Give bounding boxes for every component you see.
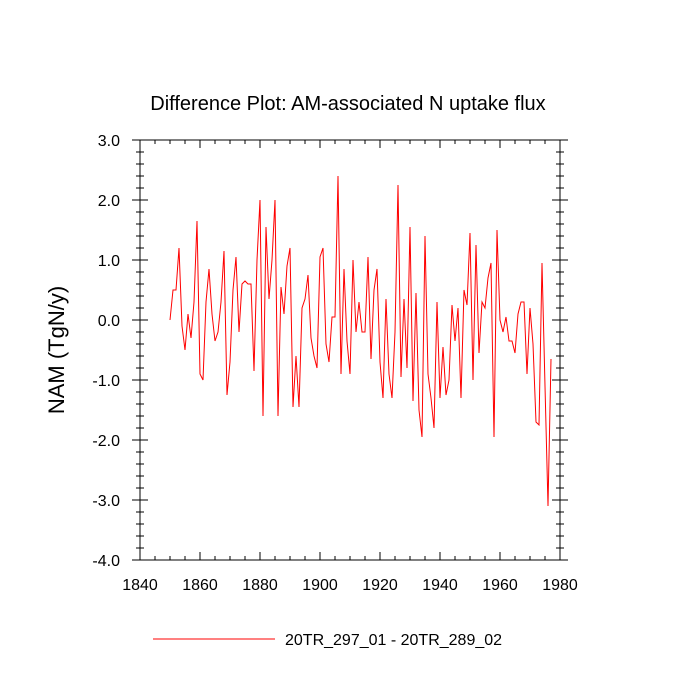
y-tick-label: 3.0 xyxy=(98,133,120,150)
x-tick-label: 1900 xyxy=(302,577,338,594)
y-tick-label: 0.0 xyxy=(98,313,120,330)
x-tick-label: 1840 xyxy=(122,577,158,594)
x-tick-label: 1980 xyxy=(542,577,578,594)
chart-title: Difference Plot: AM-associated N uptake … xyxy=(150,93,545,115)
x-tick-label: 1920 xyxy=(362,577,398,594)
y-tick-label: 1.0 xyxy=(98,253,120,270)
axis-ticks xyxy=(132,139,568,561)
x-tick-label: 1880 xyxy=(242,577,278,594)
series-layer xyxy=(169,175,552,507)
y-tick-label: -1.0 xyxy=(92,373,120,390)
y-tick-label: 2.0 xyxy=(98,193,120,210)
plot-frame xyxy=(139,139,561,561)
y-axis-label: NAM (TgN/y) xyxy=(44,286,69,414)
x-tick-label: 1860 xyxy=(182,577,218,594)
x-tick-label: 1960 xyxy=(482,577,518,594)
y-tick-label: -3.0 xyxy=(92,493,120,510)
series-line xyxy=(169,175,552,507)
axis-tick-labels: 1840 1860 1880 1900 1920 1940 1960 1980 3.0 2.0 1.… xyxy=(92,133,577,594)
y-tick-label: -4.0 xyxy=(92,553,120,570)
y-tick-label: -2.0 xyxy=(92,433,120,450)
legend: 20TR_297_01 - 20TR_289_02 xyxy=(153,632,502,649)
x-tick-label: 1940 xyxy=(422,577,458,594)
legend-label: 20TR_297_01 - 20TR_289_02 xyxy=(285,632,502,649)
